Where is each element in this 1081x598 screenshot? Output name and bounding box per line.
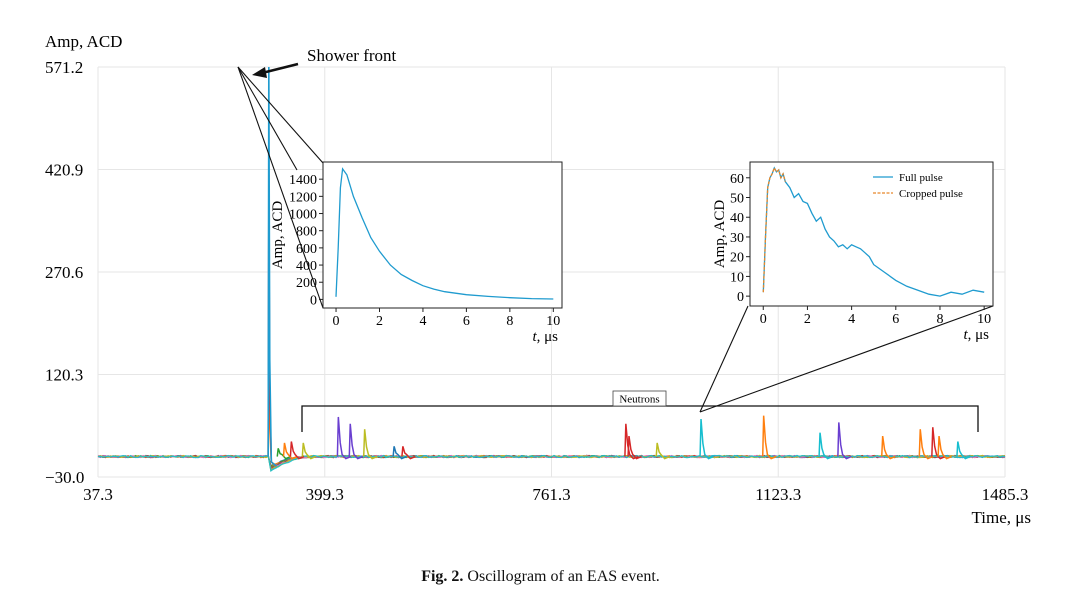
main-channel-trace — [97, 454, 1006, 473]
inset-y-tick-label: 1000 — [289, 208, 317, 223]
main-y-tick-label: −30.0 — [45, 468, 84, 487]
main-neutron-pulse — [699, 418, 714, 460]
inset-x-tick-label: 0 — [760, 312, 767, 327]
main-neutron-pulse — [956, 441, 971, 460]
main-y-tick-label: 420.9 — [45, 161, 83, 180]
main-axes: 37.3 399.3 761.3 1123.3 1485.3 −30.0 120.3 270.… — [45, 58, 1028, 504]
zoom-line-left-top — [237, 66, 324, 164]
inset-legend-label: Cropped pulse — [899, 188, 963, 200]
inset-y-tick-label: 400 — [296, 259, 317, 274]
neutrons-label-box — [612, 390, 667, 407]
inset-y-tick-label: 200 — [296, 276, 317, 291]
inset-legend-label: Full pulse — [899, 172, 943, 184]
main-neutron-pulse — [336, 416, 352, 460]
inset-y-tick-label: 1400 — [289, 173, 317, 188]
main-neutron-pulse — [761, 415, 777, 460]
inset-y-tick-label: 60 — [730, 172, 744, 187]
main-shower-front-spike — [267, 66, 277, 467]
main-y-axis-label: Amp, ACD — [45, 32, 122, 51]
neutrons-annotation: Neutrons — [301, 390, 979, 432]
main-x-tick-label: 399.3 — [306, 485, 344, 504]
inset-legend: Full pulse Cropped pulse — [873, 172, 963, 200]
inset-y-tick-label: 20 — [730, 251, 744, 266]
inset-x-axis-label: t, μs — [532, 329, 558, 345]
main-neutron-pulse — [401, 446, 416, 460]
inset-x-tick-label: 10 — [977, 312, 991, 327]
inset-y-axis-label: Amp, ACD — [712, 200, 728, 269]
zoom-line-right-bottom-left — [699, 305, 749, 413]
figure-caption: Fig. 2. Oscillogram of an EAS event. — [0, 568, 1081, 586]
inset-x-tick-label: 4 — [419, 314, 426, 329]
main-neutron-pulse — [655, 442, 670, 460]
main-y-tick-label: 571.2 — [45, 58, 83, 77]
main-x-axis-label: Time, μs — [971, 508, 1031, 527]
main-neutron-pulse — [931, 427, 946, 460]
main-x-tick-label: 37.3 — [83, 485, 113, 504]
main-neutron-pulse — [837, 422, 852, 460]
figure-caption-text: Oscillogram of an EAS event. — [467, 568, 660, 585]
main-neutron-pulse — [880, 435, 896, 460]
inset-x-tick-label: 8 — [936, 312, 943, 327]
main-x-tick-label: 1485.3 — [982, 485, 1029, 504]
main-neutron-pulse — [276, 448, 292, 460]
inset-y-tick-label: 40 — [730, 211, 744, 226]
inset-x-axis-label: t, μs — [963, 327, 989, 343]
zoom-line-left-bottom — [237, 66, 324, 309]
inset-x-tick-label: 2 — [376, 314, 383, 329]
inset-y-tick-label: 0 — [310, 293, 317, 308]
main-traces — [97, 66, 1006, 473]
main-x-tick-label: 1123.3 — [755, 485, 801, 504]
main-neutron-pulse — [937, 435, 952, 460]
main-y-tick-label: 120.3 — [45, 366, 83, 385]
shower-front-arrow — [261, 62, 299, 75]
shower-front-annotation: Shower front — [252, 46, 397, 78]
main-neutron-pulse — [818, 432, 833, 460]
inset-x-tick-label: 6 — [463, 314, 470, 329]
main-neutron-pulse — [301, 442, 317, 460]
zoom-line-right-bottom-right — [699, 305, 994, 413]
main-neutron-pulse — [918, 429, 934, 460]
inset-x-tick-label: 0 — [333, 314, 340, 329]
inset-y-tick-label: 50 — [730, 192, 744, 207]
shower-front-label: Shower front — [307, 46, 397, 65]
inset-frame — [749, 161, 994, 307]
zoom-line-left-mid — [237, 66, 298, 171]
neutrons-bracket — [301, 405, 979, 432]
inset-x-tick-label: 6 — [892, 312, 899, 327]
neutrons-label: Neutrons — [619, 394, 659, 406]
main-neutron-pulse — [282, 442, 298, 460]
main-neutron-pulse — [348, 423, 364, 460]
main-neutron-pulse — [627, 435, 642, 460]
inset-y-tick-label: 1200 — [289, 190, 317, 205]
inset-y-axis-label: Amp, ACD — [270, 201, 286, 270]
main-neutron-pulse — [289, 441, 305, 460]
inset-y-tick-label: 30 — [730, 231, 744, 246]
figure: 37.3 399.3 761.3 1123.3 1485.3 −30.0 120.3 270.… — [45, 32, 1031, 527]
main-neutron-pulse — [392, 446, 407, 460]
main-x-tick-label: 761.3 — [532, 485, 570, 504]
inset-y-tick-label: 0 — [737, 290, 744, 305]
inset-x-tick-label: 10 — [546, 314, 560, 329]
shower-front-arrowhead — [252, 67, 267, 78]
inset-y-tick-label: 10 — [730, 270, 744, 285]
main-neutron-pulse — [362, 429, 378, 460]
figure-caption-label: Fig. 2. — [421, 568, 464, 585]
inset-series-line — [762, 166, 786, 293]
inset-x-tick-label: 2 — [804, 312, 811, 327]
zoom-connector-lines — [237, 66, 994, 413]
inset-frame — [322, 161, 563, 309]
inset-y-tick-label: 600 — [296, 242, 317, 257]
inset-x-tick-label: 4 — [848, 312, 855, 327]
main-y-tick-label: 270.6 — [45, 263, 83, 282]
inset-x-tick-label: 8 — [506, 314, 513, 329]
inset-series-line — [335, 167, 554, 300]
main-chart: 37.3 399.3 761.3 1123.3 1485.3 −30.0 120.3 270.… — [45, 32, 1031, 527]
inset-y-tick-label: 800 — [296, 225, 317, 240]
